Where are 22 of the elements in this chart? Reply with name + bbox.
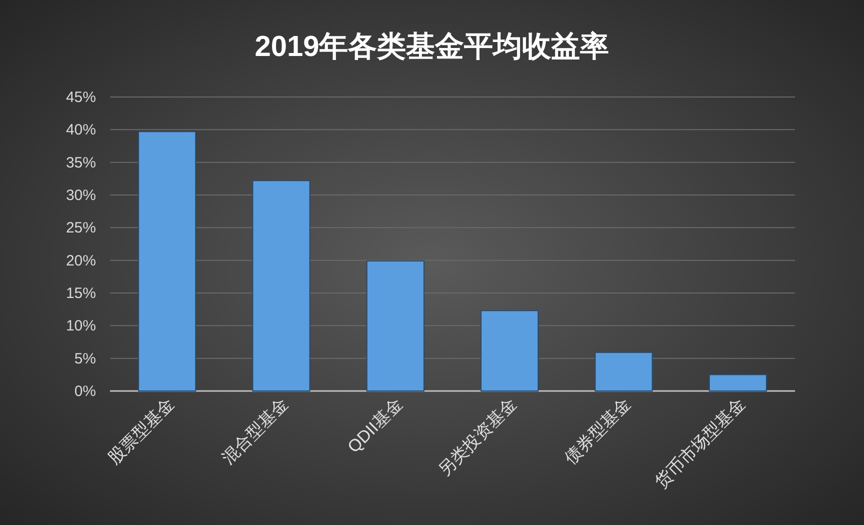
y-tick-label: 5% xyxy=(74,350,96,368)
chart-title: 2019年各类基金平均收益率 xyxy=(254,30,610,63)
x-tick-label: 货币市场型基金 xyxy=(651,394,749,492)
x-tick-label: 债券型基金 xyxy=(561,394,635,468)
bar xyxy=(252,180,310,392)
y-tick-label: 35% xyxy=(66,154,96,172)
bar xyxy=(138,131,196,392)
bar xyxy=(480,310,539,392)
y-tick-label: 20% xyxy=(66,252,96,270)
x-tick-label: 股票型基金 xyxy=(104,394,178,468)
y-tick-label: 0% xyxy=(74,383,96,400)
bar xyxy=(708,374,767,392)
x-tick-label: 混合型基金 xyxy=(218,394,292,468)
x-tick-label: 另类投资基金 xyxy=(434,394,520,480)
bar xyxy=(366,260,424,392)
bar xyxy=(594,352,653,392)
y-tick-label: 30% xyxy=(66,187,96,204)
y-tick-label: 40% xyxy=(66,122,96,139)
y-tick-label: 15% xyxy=(66,285,96,302)
y-tick-label: 25% xyxy=(66,220,96,237)
y-tick-label: 10% xyxy=(66,318,96,335)
y-tick-label: 45% xyxy=(66,89,96,106)
